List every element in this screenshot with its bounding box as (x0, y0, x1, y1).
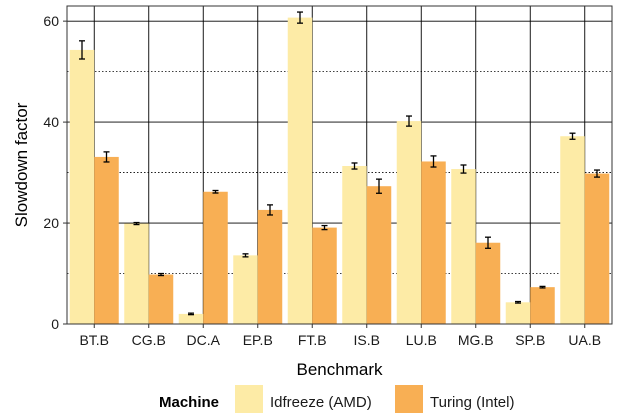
y-axis-title: Slowdown factor (12, 102, 31, 227)
error-bar (267, 204, 273, 216)
x-tick-label: IS.B (354, 332, 380, 348)
x-tick-label: MG.B (458, 332, 494, 348)
error-bar (406, 115, 412, 127)
x-tick-label: UA.B (568, 332, 601, 348)
bar-bt-b-s1 (94, 156, 119, 324)
error-bar (539, 285, 546, 289)
error-bar (569, 132, 576, 140)
error-bar (188, 312, 194, 316)
bar-ft-b-s1 (312, 227, 337, 324)
panel-background (67, 6, 612, 324)
legend-swatch-idfreeze (235, 385, 263, 413)
error-bar (103, 151, 110, 163)
error-bar (376, 178, 382, 194)
legend: Machine Idfreeze (AMD) Turing (Intel) (159, 385, 514, 413)
x-tick-label: CG.B (132, 332, 166, 348)
legend-label-turing: Turing (Intel) (430, 394, 514, 411)
x-tick-label: EP.B (243, 332, 273, 348)
bar-dc-a-s0 (178, 313, 204, 324)
error-bar (158, 272, 164, 277)
x-tick-label: FT.B (298, 332, 327, 348)
error-bar (212, 189, 219, 194)
error-bar (133, 221, 140, 226)
bar-bt-b-s0 (69, 49, 95, 325)
error-bar (79, 40, 85, 60)
y-tick-label: 40 (43, 114, 59, 130)
bar-lu-b-s0 (396, 121, 422, 324)
bars (69, 17, 610, 325)
error-bar (485, 236, 491, 249)
bar-ft-b-s0 (287, 17, 313, 324)
legend-swatch-turing (395, 385, 423, 413)
error-bars (79, 11, 600, 316)
legend-label-idfreeze: Idfreeze (AMD) (270, 394, 372, 411)
bar-ep-b-s1 (257, 209, 283, 324)
y-tick-label: 20 (43, 215, 59, 231)
error-bar (515, 300, 521, 304)
bar-cg-b-s1 (148, 274, 174, 324)
bar-lu-b-s1 (421, 161, 446, 324)
bar-ua-b-s0 (560, 136, 585, 324)
x-tick-label: BT.B (79, 332, 109, 348)
bar-mg-b-s1 (475, 242, 501, 324)
y-tick-label: 60 (43, 13, 59, 29)
error-bar (297, 11, 303, 24)
panel-border (66, 5, 613, 325)
error-bar (594, 169, 600, 178)
bar-ua-b-s1 (584, 173, 610, 324)
x-axis-title: Benchmark (297, 360, 383, 379)
x-tick-label: DC.A (187, 332, 221, 348)
legend-title: Machine (159, 394, 219, 411)
x-tick-label: LU.B (406, 332, 437, 348)
bar-is-b-s0 (342, 166, 367, 324)
x-axis: BT.B CG.B DC.A EP.B FT.B IS.B LU.B MG.B SP.B UA.B (79, 324, 601, 348)
error-bar (430, 155, 437, 168)
error-bar (351, 162, 358, 170)
error-bar (242, 253, 249, 258)
bar-ep-b-s0 (233, 255, 258, 324)
bar-is-b-s1 (366, 186, 392, 324)
error-bar (321, 224, 328, 231)
bar-mg-b-s0 (451, 169, 476, 324)
x-tick-label: SP.B (515, 332, 545, 348)
bar-dc-a-s1 (203, 191, 228, 324)
bar-cg-b-s0 (124, 223, 149, 324)
y-tick-label: 0 (51, 316, 59, 332)
error-bar (460, 164, 467, 174)
bar-sp-b-s1 (530, 287, 555, 324)
bar-sp-b-s0 (505, 302, 531, 324)
y-axis: 0 20 40 60 (43, 13, 67, 332)
